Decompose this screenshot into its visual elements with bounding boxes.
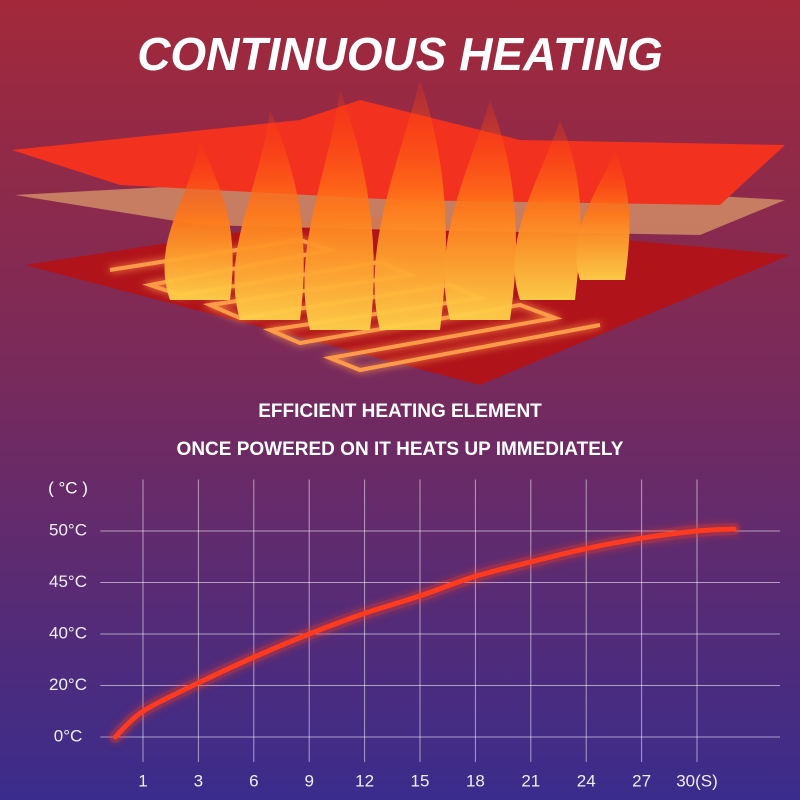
x-tick-label: 6 — [249, 771, 258, 790]
x-tick-label: 21 — [521, 771, 540, 790]
x-tick-label: 1 — [138, 771, 147, 790]
y-tick-label: 0°C — [54, 726, 83, 745]
y-tick-label: 20°C — [49, 675, 87, 694]
x-tick-label: 12 — [355, 771, 374, 790]
title: CONTINUOUS HEATING — [137, 28, 663, 80]
x-tick-label: 24 — [577, 771, 596, 790]
x-tick-label: 18 — [466, 771, 485, 790]
subtitle: ONCE POWERED ON IT HEATS UP IMMEDIATELY — [177, 439, 624, 460]
x-tick-label: 3 — [194, 771, 203, 790]
y-tick-label: 40°C — [49, 623, 87, 642]
x-tick-label: 9 — [304, 771, 313, 790]
y-tick-label: 45°C — [49, 572, 87, 591]
x-tick-label: 27 — [632, 771, 651, 790]
subtitle: EFFICIENT HEATING ELEMENT — [258, 401, 542, 422]
y-axis-label: ( °C ) — [48, 478, 88, 497]
y-tick-label: 50°C — [49, 520, 87, 539]
line — [112, 526, 737, 740]
heating-illustration — [12, 80, 790, 385]
x-tick-label: 15 — [411, 771, 430, 790]
x-tick-label: 30(S) — [676, 771, 718, 790]
